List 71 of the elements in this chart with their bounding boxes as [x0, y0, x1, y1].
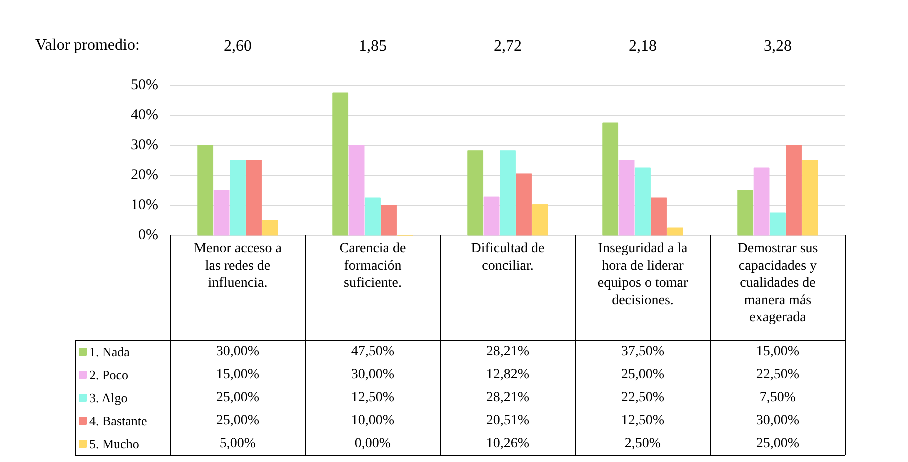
- bar: [484, 196, 500, 236]
- text: 3,28: [764, 38, 792, 55]
- text: 2,60: [224, 38, 252, 55]
- data-label: 25,00%: [216, 414, 260, 428]
- legend-label: 3. Algo: [90, 390, 128, 406]
- data-label: 7,50%: [760, 390, 796, 406]
- y-tick-label: 50%: [131, 78, 159, 94]
- data-label: 28,21%: [486, 344, 530, 360]
- y-tick-label: 0%: [138, 228, 159, 244]
- data-label: 22,50%: [756, 368, 800, 382]
- bar: [500, 150, 516, 236]
- bar: [667, 228, 684, 236]
- bar: [230, 160, 246, 236]
- bar: [618, 160, 635, 236]
- x-tick-label: Menor acceso a las redes de influencia.: [194, 242, 283, 291]
- bar: [635, 168, 651, 236]
- x-tick-label: Dificultad de conciliar.: [471, 242, 545, 274]
- bar: [332, 92, 349, 236]
- data-label: 25,00%: [216, 390, 260, 406]
- data-label: 30,00%: [216, 344, 260, 360]
- bar: [381, 205, 398, 236]
- bar: [602, 122, 619, 236]
- y-tick-label: 40%: [131, 108, 159, 124]
- text: 1,85: [359, 38, 387, 55]
- y-tick-label: 20%: [131, 168, 159, 184]
- data-label: 0,00%: [354, 436, 392, 452]
- bar: [754, 168, 770, 236]
- bar: [348, 145, 365, 236]
- bar: [532, 204, 548, 236]
- data-label: 22,50%: [621, 390, 665, 406]
- data-label: 25,00%: [621, 368, 665, 382]
- data-label: 20,51%: [486, 414, 530, 428]
- data-label: 15,00%: [756, 344, 800, 360]
- bar: [468, 150, 484, 236]
- legend-label: 5. Mucho: [90, 436, 140, 452]
- data-label: 47,50%: [351, 344, 395, 360]
- data-label: 37,50%: [621, 344, 665, 360]
- legend-label: 1. Nada: [90, 344, 130, 360]
- data-label: 12,82%: [486, 368, 530, 382]
- data-label: 10,26%: [486, 436, 530, 452]
- bar: [365, 198, 381, 236]
- text: 2,72: [494, 38, 522, 55]
- legend-label: 4. Bastante: [90, 414, 148, 428]
- x-tick-label: Carencia de formación suficiente.: [340, 242, 406, 291]
- bar: [802, 160, 818, 236]
- data-label: 25,00%: [756, 436, 800, 452]
- legend-label: 2. Poco: [90, 368, 128, 382]
- data-label: 30,00%: [756, 414, 800, 428]
- data-label: 10,00%: [351, 414, 395, 428]
- data-label: 15,00%: [216, 368, 260, 382]
- bar: [214, 190, 230, 236]
- bar: [770, 212, 786, 236]
- data-label: 12,50%: [351, 390, 395, 406]
- bar: [246, 160, 262, 236]
- bar: [516, 174, 532, 236]
- y-tick-label: 30%: [131, 138, 159, 154]
- x-tick-label: Inseguridad a la hora de liderar equipos o tomar decisiones.: [598, 242, 688, 308]
- bar: [262, 220, 278, 236]
- data-label: 2,50%: [624, 436, 662, 452]
- bar: [651, 198, 668, 236]
- x-tick-label: Demostrar sus capacidades y cualidades de manera más exagerada: [738, 242, 818, 326]
- data-label: 28,21%: [486, 390, 530, 406]
- bar: [738, 190, 754, 236]
- text: 2,18: [629, 38, 657, 55]
- y-tick-label: 10%: [131, 198, 159, 214]
- bar: [198, 145, 214, 236]
- text: Valor promedio:: [36, 37, 140, 54]
- data-label: 30,00%: [351, 368, 395, 382]
- bar: [786, 145, 802, 236]
- data-label: 12,50%: [621, 414, 665, 428]
- data-label: 5,00%: [220, 436, 256, 452]
